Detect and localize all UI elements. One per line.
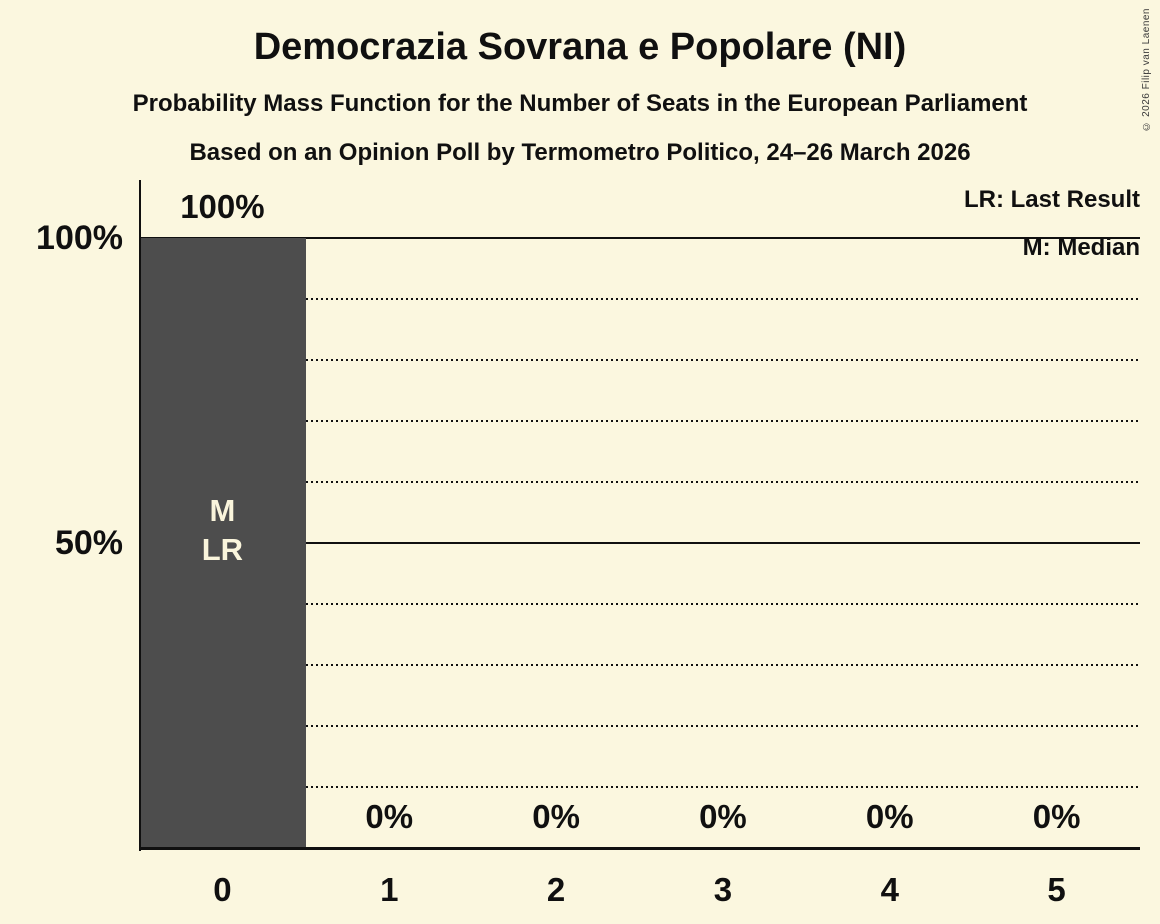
gridline-60pct [141,481,1140,483]
gridline-10pct [141,786,1140,788]
legend-last-result: LR: Last Result [963,186,1140,213]
bar-annotation-line: LR [201,532,244,567]
gridline-50pct [141,542,1140,544]
x-tick-label-1: 1 [380,871,399,908]
bar-value-label-0: 100% [180,188,265,225]
chart-subtitle: Probability Mass Function for the Number… [132,90,1028,117]
bar-value-label-4: 0% [865,798,914,835]
chart-title: Democrazia Sovrana e Popolare (NI) [253,26,907,68]
bar-annotation-median-lastresult: M LR [139,491,306,569]
gridline-100pct [141,237,1140,239]
bar-value-label-3: 0% [699,798,747,835]
y-axis [139,180,141,851]
y-tick-label-50pct: 50% [54,524,123,562]
bar-seats-0 [139,238,306,848]
bar-value-label-2: 0% [532,798,580,835]
poll-info: Based on an Opinion Poll by Termometro P… [189,139,971,166]
gridline-70pct [141,420,1140,422]
bar-annotation-line: M [209,493,236,528]
gridline-80pct [141,359,1140,361]
bar-value-label-1: 0% [365,798,414,835]
y-tick-label-100pct: 100% [36,219,123,257]
bar-value-label-5: 0% [1032,798,1081,835]
x-tick-label-3: 3 [713,871,733,908]
x-tick-label-4: 4 [880,871,899,908]
gridline-30pct [141,664,1140,666]
x-tick-label-5: 5 [1047,871,1066,908]
gridline-90pct [141,298,1140,300]
gridline-20pct [141,725,1140,727]
x-tick-label-0: 0 [213,871,232,908]
x-tick-label-2: 2 [546,871,566,908]
x-axis [139,847,1140,850]
gridline-40pct [141,603,1140,605]
